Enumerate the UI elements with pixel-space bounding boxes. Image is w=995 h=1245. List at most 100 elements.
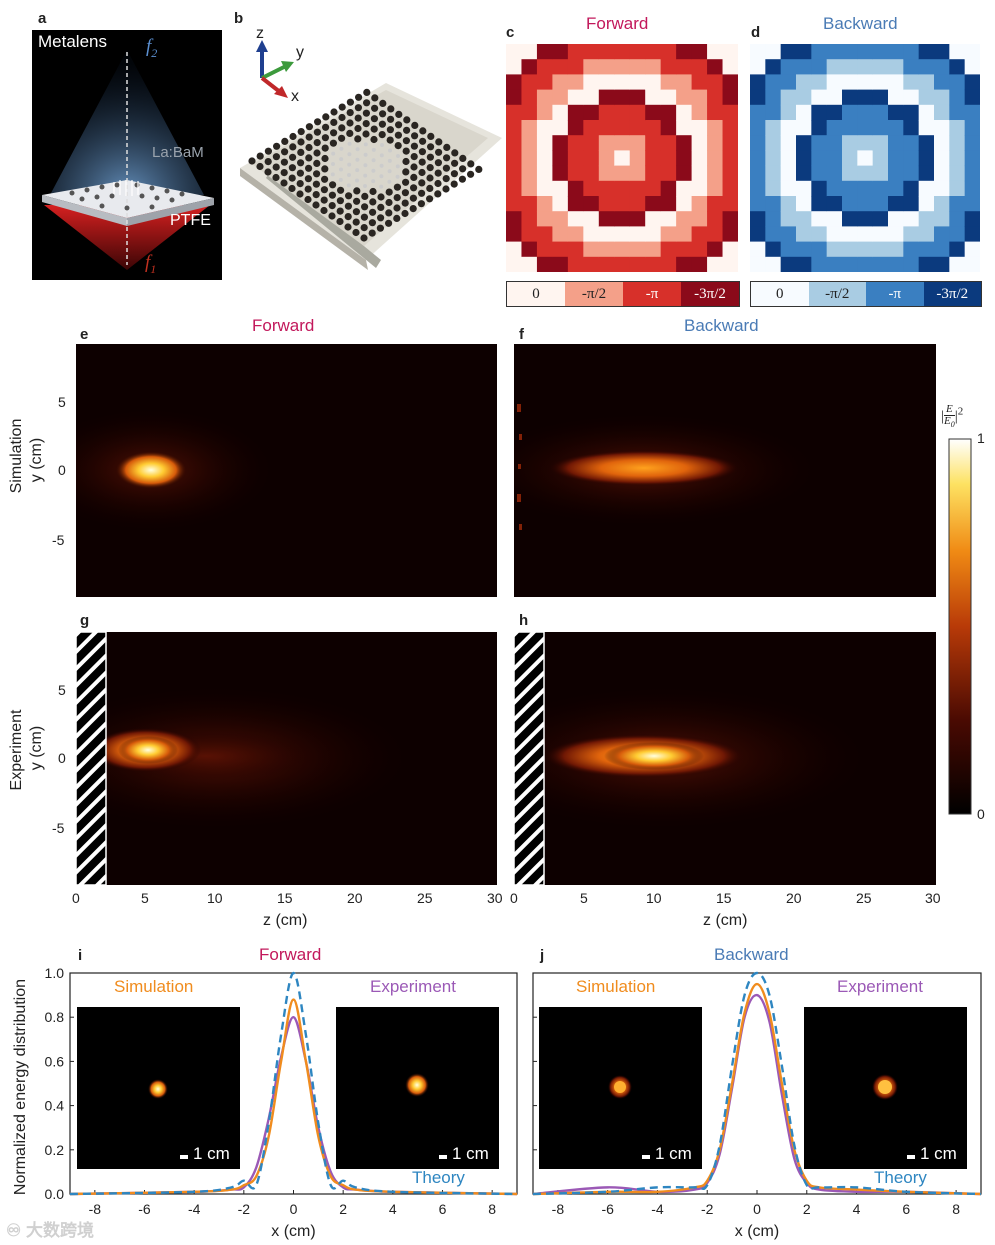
phase-pixel	[842, 44, 858, 60]
phase-pixel	[722, 196, 738, 212]
phase-pixel	[506, 44, 522, 60]
title-i: Forward	[259, 945, 322, 964]
phase-pixel	[660, 241, 677, 258]
phase-pixel	[521, 74, 538, 91]
phase-pixel	[536, 74, 553, 91]
phase-pixel	[567, 180, 584, 197]
phase-pixel	[811, 211, 828, 227]
pillar	[338, 103, 346, 111]
ytick-g-5: 5	[58, 682, 66, 698]
pillar	[352, 228, 360, 237]
pillar	[346, 183, 351, 188]
pillar	[402, 137, 410, 145]
phase-pixel	[645, 196, 662, 212]
phase-pixel	[707, 59, 724, 75]
phase-pixel	[660, 135, 677, 151]
pillar	[339, 146, 344, 151]
phase-pixel	[826, 165, 843, 182]
pillar	[467, 160, 475, 168]
scale-bar-text: 1 cm	[655, 1144, 692, 1163]
pillar	[320, 196, 328, 204]
phase-pixel	[811, 135, 828, 151]
pillar	[339, 167, 343, 172]
phase-pixel	[536, 104, 553, 121]
pillar	[426, 174, 434, 182]
phase-pixel	[888, 74, 904, 91]
pillar	[386, 126, 394, 134]
phase-pixel	[660, 150, 677, 167]
phase-pixel	[826, 59, 843, 75]
phase-pixel	[691, 89, 708, 106]
phase-pixel	[750, 44, 766, 60]
ztick-g-25: 25	[417, 890, 433, 906]
phase-pixel	[949, 44, 966, 60]
panel-label-i: i	[78, 947, 83, 964]
phase-pixel	[934, 104, 950, 121]
pillar	[281, 148, 289, 156]
experiment-row-label: Experiment	[8, 709, 25, 791]
phase-pixel	[888, 226, 904, 243]
axis-y-label: y	[296, 44, 304, 61]
pillar	[362, 130, 370, 138]
phase-pixel	[903, 120, 920, 136]
phase-pixel	[676, 150, 693, 167]
phase-pixel	[583, 180, 600, 197]
phase-pixel	[629, 44, 646, 60]
watermark-icon: ♾	[6, 1221, 22, 1240]
phase-pixel	[598, 89, 615, 106]
pillar	[304, 185, 312, 193]
phase-pixel	[614, 241, 631, 258]
phase-pixel	[888, 59, 904, 75]
pillar	[377, 193, 385, 201]
phase-pixel	[750, 256, 766, 272]
phase-pixel	[903, 180, 920, 197]
pillar	[328, 202, 336, 210]
phase-pixel	[842, 226, 858, 243]
pillar	[330, 129, 338, 137]
pillar	[419, 137, 427, 145]
phase-pixel	[691, 74, 708, 91]
phase-pixel	[872, 180, 889, 197]
phase-pixel	[506, 120, 522, 136]
scale-bar-text: 1 cm	[193, 1144, 230, 1163]
phase-pixel	[780, 256, 797, 272]
phase-pixel	[964, 135, 980, 151]
phase-pixel	[583, 59, 600, 75]
phase-pixel	[521, 150, 538, 167]
phase-pixel	[842, 104, 858, 121]
phase-pixel	[552, 211, 569, 227]
phase-pixel	[707, 150, 724, 167]
phase-pixel	[629, 59, 646, 75]
pillar	[296, 169, 304, 177]
phase-pixel	[567, 150, 584, 167]
pillar	[321, 134, 329, 142]
pillar	[346, 129, 354, 137]
phase-pixel	[707, 120, 724, 136]
panel-label-d: d	[751, 24, 761, 41]
phase-pixel	[629, 196, 646, 212]
pillar	[401, 199, 409, 207]
phase-pixel	[629, 135, 646, 151]
pillar	[347, 173, 351, 177]
x-tick-label: -8	[552, 1201, 565, 1217]
phase-pixel	[934, 165, 950, 182]
x-tick-label: 6	[902, 1201, 910, 1217]
pillar	[313, 149, 321, 157]
phase-pixel	[934, 120, 950, 136]
pillar	[297, 159, 305, 167]
phase-pixel	[660, 120, 677, 136]
phase-pixel	[857, 211, 874, 227]
phase-pixel	[796, 226, 812, 243]
phase-pixel	[614, 74, 631, 91]
pillar	[387, 105, 395, 113]
phase-pixel	[750, 241, 766, 258]
legend-experiment-i: Experiment	[370, 977, 456, 996]
pillar	[321, 154, 329, 163]
phase-pixel	[796, 135, 812, 151]
phase-pixel	[888, 241, 904, 258]
pillar	[346, 109, 354, 117]
phase-pixel	[521, 89, 538, 106]
pillar	[330, 118, 338, 126]
phase-pixel	[964, 196, 980, 212]
phase-pixel	[722, 135, 738, 151]
